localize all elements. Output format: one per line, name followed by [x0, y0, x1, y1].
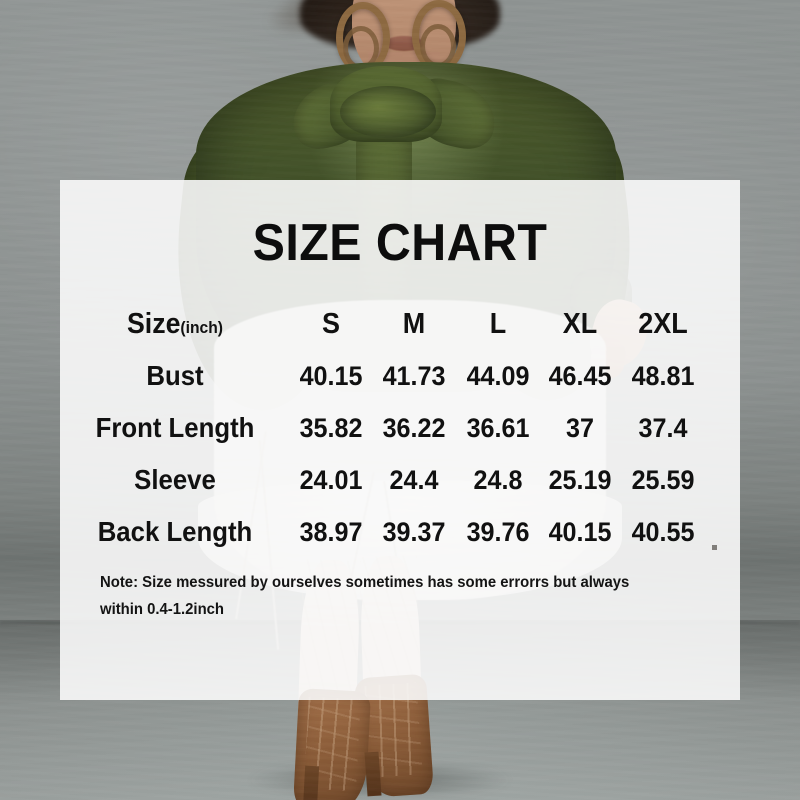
cell-front-length-2xl: 37.4 — [638, 412, 688, 443]
row-label-bust: Bust — [146, 360, 204, 391]
row-label-front-length: Front Length — [95, 412, 255, 443]
cell-sleeve-l: 24.8 — [473, 464, 523, 495]
cell-back-length-2xl: 40.55 — [631, 516, 695, 547]
column-header-m: M — [402, 307, 426, 340]
table-row: Front Length 35.82 36.22 36.61 37 37.4 — [60, 402, 740, 454]
header-size-label: Size(inch) — [69, 308, 281, 341]
cell-sleeve-2xl: 25.59 — [631, 464, 695, 495]
column-header-xl: XL — [562, 307, 598, 340]
table-header-row: Size(inch) S M L XL 2XL — [60, 298, 740, 350]
cell-back-length-m: 39.37 — [382, 516, 446, 547]
cell-front-length-l: 36.61 — [466, 412, 530, 443]
cell-front-length-m: 36.22 — [382, 412, 446, 443]
header-unit-text: (inch) — [180, 317, 223, 337]
table-row: Bust 40.15 41.73 44.09 46.45 48.81 — [60, 350, 740, 402]
cell-back-length-l: 39.76 — [466, 516, 530, 547]
column-header-2xl: 2XL — [638, 307, 688, 340]
bow-knot — [340, 86, 436, 138]
header-size-text: Size — [127, 307, 181, 340]
cell-bust-xl: 46.45 — [548, 360, 612, 391]
cell-bust-s: 40.15 — [299, 360, 363, 391]
row-label-back-length: Back Length — [97, 516, 253, 547]
table-row: Sleeve 24.01 24.4 24.8 25.19 25.59 — [60, 454, 740, 506]
column-header-l: L — [489, 307, 507, 340]
size-chart-table: Size(inch) S M L XL 2XL Bust 40.15 41.73… — [60, 298, 740, 558]
cell-back-length-xl: 40.15 — [548, 516, 612, 547]
image-artifact-speck — [712, 545, 717, 550]
cell-sleeve-m: 24.4 — [389, 464, 439, 495]
column-header-s: S — [322, 307, 340, 340]
table-row: Back Length 38.97 39.37 39.76 40.15 40.5… — [60, 506, 740, 558]
size-chart-panel — [60, 180, 740, 700]
page-title: SIZE CHART — [252, 214, 548, 272]
cell-bust-l: 44.09 — [466, 360, 530, 391]
cell-bust-2xl: 48.81 — [631, 360, 695, 391]
cell-front-length-s: 35.82 — [299, 412, 363, 443]
cell-back-length-s: 38.97 — [299, 516, 363, 547]
measurement-note: Note: Size messured by ourselves sometim… — [100, 574, 630, 618]
cell-sleeve-s: 24.01 — [299, 464, 363, 495]
cell-sleeve-xl: 25.19 — [548, 464, 612, 495]
cell-front-length-xl: 37 — [566, 412, 594, 443]
cell-bust-m: 41.73 — [382, 360, 446, 391]
row-label-sleeve: Sleeve — [134, 464, 216, 495]
